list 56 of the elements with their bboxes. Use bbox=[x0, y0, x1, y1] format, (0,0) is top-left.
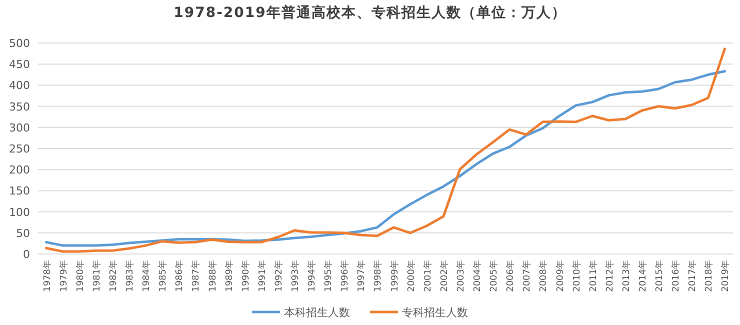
x-tick-label: 1984年 bbox=[141, 260, 152, 292]
x-tick-label: 1989年 bbox=[224, 260, 235, 292]
x-tick-label: 1993年 bbox=[290, 260, 301, 292]
x-tick-label: 2009年 bbox=[554, 260, 566, 292]
x-tick-label: 2000年 bbox=[406, 260, 417, 292]
x-tick-label: 2006年 bbox=[505, 260, 516, 292]
x-tick-label: 2013年 bbox=[620, 260, 632, 292]
x-tick-label: 2001年 bbox=[422, 260, 434, 292]
x-tick-label: 1991年 bbox=[256, 260, 268, 292]
x-tick-label: 2011年 bbox=[588, 260, 599, 292]
x-tick-label: 1983年 bbox=[124, 260, 136, 292]
y-tick-label: 0 bbox=[23, 248, 30, 261]
y-tick-label: 200 bbox=[9, 164, 30, 177]
x-tick-label: 1986年 bbox=[174, 260, 186, 292]
x-tick-label: 2007年 bbox=[522, 260, 533, 292]
x-tick-label: 1997年 bbox=[356, 260, 368, 292]
x-tick-label: 2015年 bbox=[654, 260, 666, 292]
x-tick-label: 1987年 bbox=[190, 260, 202, 292]
x-tick-label: 1994年 bbox=[306, 260, 318, 292]
chart-title: 1978-2019年普通高校本、专科招生人数（单位：万人） bbox=[174, 4, 566, 21]
legend-label: 本科招生人数 bbox=[284, 306, 350, 319]
x-tick-label: 1985年 bbox=[158, 260, 169, 292]
x-tick-label: 1980年 bbox=[74, 260, 86, 292]
x-tick-label: 1995年 bbox=[323, 260, 334, 292]
x-tick-label: 1990年 bbox=[240, 260, 252, 292]
x-tick-label: 1978年 bbox=[42, 260, 53, 292]
y-tick-label: 400 bbox=[9, 79, 30, 92]
x-tick-label: 2010年 bbox=[571, 260, 582, 292]
x-tick-label: 1998年 bbox=[372, 260, 384, 292]
y-tick-label: 50 bbox=[16, 226, 30, 240]
x-tick-label: 1981年 bbox=[91, 260, 102, 292]
y-tick-label: 100 bbox=[9, 206, 30, 219]
x-tick-label: 2016年 bbox=[670, 260, 682, 292]
legend-label: 专科招生人数 bbox=[402, 306, 468, 319]
y-tick-label: 350 bbox=[9, 100, 30, 114]
x-tick-label: 2018年 bbox=[704, 260, 715, 292]
x-tick-label: 1992年 bbox=[273, 260, 284, 292]
x-tick-label: 2008年 bbox=[538, 260, 550, 292]
y-tick-label: 150 bbox=[9, 184, 30, 198]
y-tick-label: 300 bbox=[9, 121, 30, 134]
x-tick-label: 2017年 bbox=[687, 260, 698, 292]
x-tick-label: 1999年 bbox=[389, 260, 400, 292]
x-tick-label: 2014年 bbox=[637, 260, 648, 292]
x-tick-label: 2004年 bbox=[472, 260, 484, 292]
y-tick-label: 500 bbox=[9, 37, 30, 50]
x-tick-label: 1988年 bbox=[207, 260, 218, 292]
x-tick-label: 2005年 bbox=[488, 260, 500, 292]
x-tick-label: 2012年 bbox=[604, 260, 616, 292]
x-tick-label: 2019年 bbox=[720, 260, 732, 292]
x-tick-label: 1982年 bbox=[108, 260, 119, 292]
y-tick-label: 450 bbox=[9, 58, 30, 72]
x-tick-label: 1979年 bbox=[58, 260, 70, 292]
y-tick-label: 250 bbox=[9, 142, 30, 156]
x-tick-label: 2002年 bbox=[438, 260, 450, 292]
x-tick-label: 2003年 bbox=[455, 260, 466, 292]
x-tick-label: 1996年 bbox=[340, 260, 351, 292]
